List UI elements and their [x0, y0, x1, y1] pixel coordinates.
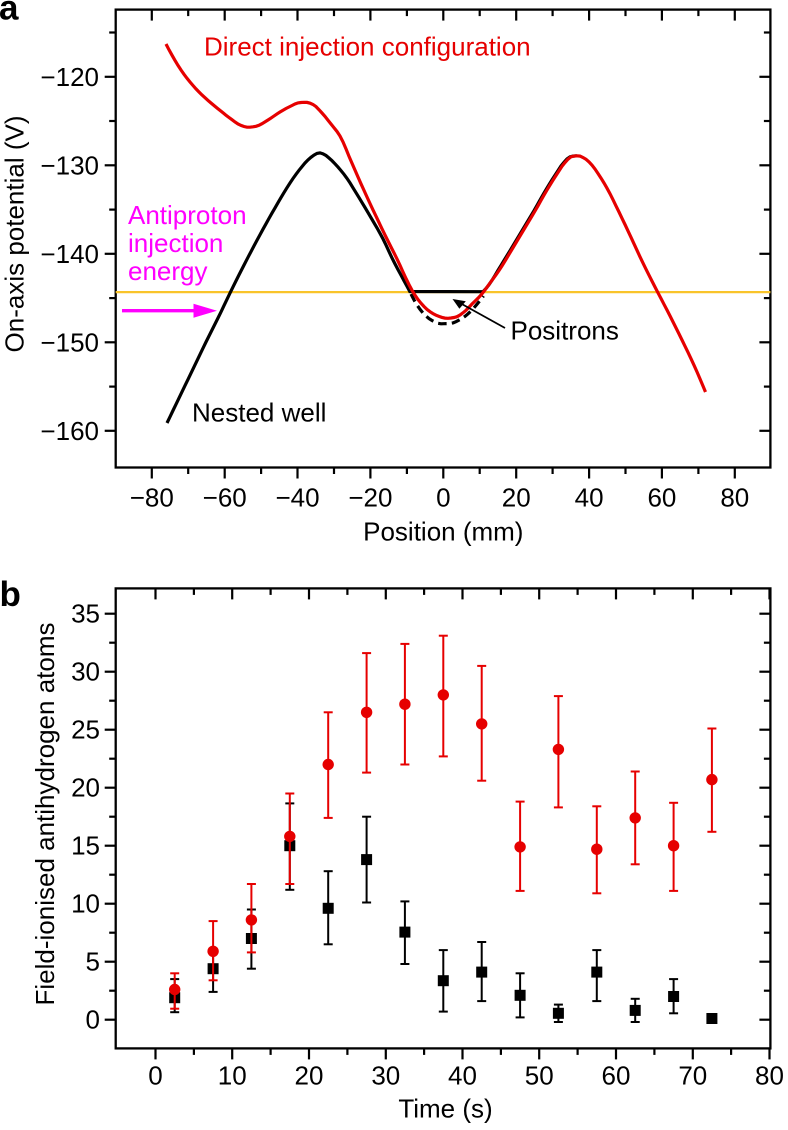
- svg-text:50: 50: [525, 1061, 554, 1091]
- svg-text:Direct injection configuration: Direct injection configuration: [204, 31, 531, 61]
- svg-text:30: 30: [371, 1061, 400, 1091]
- svg-text:On-axis potential (V): On-axis potential (V): [0, 116, 30, 353]
- svg-text:30: 30: [71, 657, 100, 687]
- svg-text:−20: −20: [348, 483, 392, 513]
- svg-text:injection: injection: [128, 228, 223, 258]
- svg-text:10: 10: [71, 889, 100, 919]
- svg-text:Positrons: Positrons: [511, 316, 619, 346]
- svg-text:Nested well: Nested well: [192, 397, 326, 427]
- svg-text:40: 40: [448, 1061, 477, 1091]
- svg-text:15: 15: [71, 831, 100, 861]
- svg-text:35: 35: [71, 599, 100, 629]
- svg-text:20: 20: [295, 1061, 324, 1091]
- svg-text:−160: −160: [40, 416, 99, 446]
- svg-text:60: 60: [602, 1061, 631, 1091]
- svg-text:b: b: [0, 575, 21, 614]
- svg-text:0: 0: [86, 1005, 100, 1035]
- svg-text:20: 20: [71, 773, 100, 803]
- svg-text:−60: −60: [203, 483, 247, 513]
- svg-text:70: 70: [678, 1061, 707, 1091]
- svg-text:−40: −40: [275, 483, 319, 513]
- svg-text:Position (mm): Position (mm): [363, 517, 523, 547]
- svg-text:80: 80: [755, 1061, 784, 1091]
- svg-text:Time (s): Time (s): [398, 1094, 492, 1124]
- svg-text:80: 80: [720, 483, 749, 513]
- svg-text:0: 0: [148, 1061, 162, 1091]
- svg-text:Antiproton: Antiproton: [128, 200, 247, 230]
- svg-text:20: 20: [502, 483, 531, 513]
- svg-text:5: 5: [86, 947, 100, 977]
- svg-text:10: 10: [218, 1061, 247, 1091]
- svg-text:−120: −120: [40, 62, 99, 92]
- svg-text:−150: −150: [40, 327, 99, 357]
- svg-text:25: 25: [71, 715, 100, 745]
- svg-text:40: 40: [575, 483, 604, 513]
- svg-text:energy: energy: [128, 256, 208, 286]
- svg-text:a: a: [0, 0, 19, 28]
- svg-text:Field-ionised antihydrogen ato: Field-ionised antihydrogen atoms: [30, 623, 60, 1006]
- svg-text:−140: −140: [40, 239, 99, 269]
- svg-text:−130: −130: [40, 150, 99, 180]
- svg-text:0: 0: [436, 483, 450, 513]
- svg-text:−80: −80: [130, 483, 174, 513]
- svg-text:60: 60: [647, 483, 676, 513]
